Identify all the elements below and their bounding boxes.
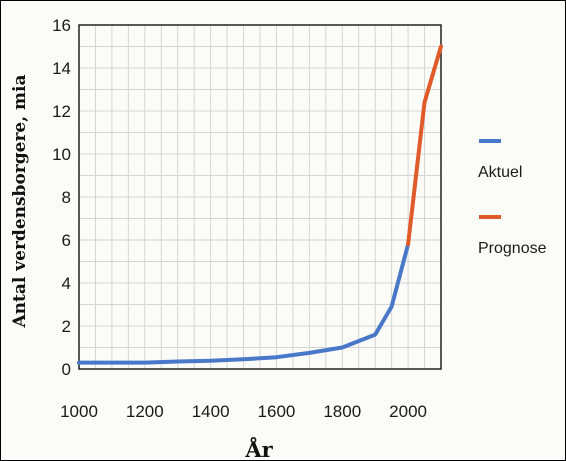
data-point-aktuel <box>241 357 246 361</box>
data-point-aktuel <box>143 360 147 365</box>
y-tick-label: 12 <box>52 102 71 121</box>
data-point-prognose <box>439 44 443 49</box>
data-point-aktuel <box>390 305 394 309</box>
x-tick-label: 1600 <box>258 402 296 421</box>
x-tick-label: 1400 <box>192 402 230 421</box>
y-ticks: 0 2 4 6 8 10 12 14 16 <box>52 16 71 379</box>
data-point-aktuel <box>340 345 344 350</box>
data-point-aktuel <box>209 359 213 363</box>
data-point-aktuel <box>176 359 180 364</box>
y-tick-label: 10 <box>52 145 71 164</box>
x-tick-label: 1000 <box>60 402 98 421</box>
y-tick-label: 16 <box>52 16 71 35</box>
x-axis-title: År <box>244 437 273 460</box>
data-point-aktuel <box>274 355 279 359</box>
x-tick-label: 2000 <box>389 402 427 421</box>
y-tick-label: 8 <box>62 188 71 207</box>
y-tick-label: 0 <box>62 360 71 379</box>
legend-label-prognose: Prognose <box>478 240 547 257</box>
x-ticks: 1000 1200 1400 1600 1800 2000 <box>60 402 427 421</box>
y-tick-label: 4 <box>62 274 71 293</box>
data-point-aktuel <box>110 360 114 365</box>
data-point-aktuel <box>307 351 311 355</box>
x-tick-label: 1800 <box>323 402 361 421</box>
data-point-prognose <box>406 242 410 246</box>
y-tick-label: 14 <box>52 59 71 78</box>
series <box>77 44 443 365</box>
y-axis-title: Antal verdensborgere, mia <box>10 74 30 328</box>
x-tick-label: 1200 <box>126 402 164 421</box>
data-point-aktuel <box>373 333 377 337</box>
plot-border <box>78 24 442 370</box>
series-line-aktuel <box>77 242 411 365</box>
legend-label-aktuel: Aktuel <box>478 164 522 181</box>
legend: Aktuel Prognose <box>478 139 547 257</box>
y-tick-label: 6 <box>62 231 71 250</box>
data-point-prognose <box>422 100 427 104</box>
y-tick-label: 2 <box>62 317 71 336</box>
data-point-aktuel <box>77 360 81 365</box>
